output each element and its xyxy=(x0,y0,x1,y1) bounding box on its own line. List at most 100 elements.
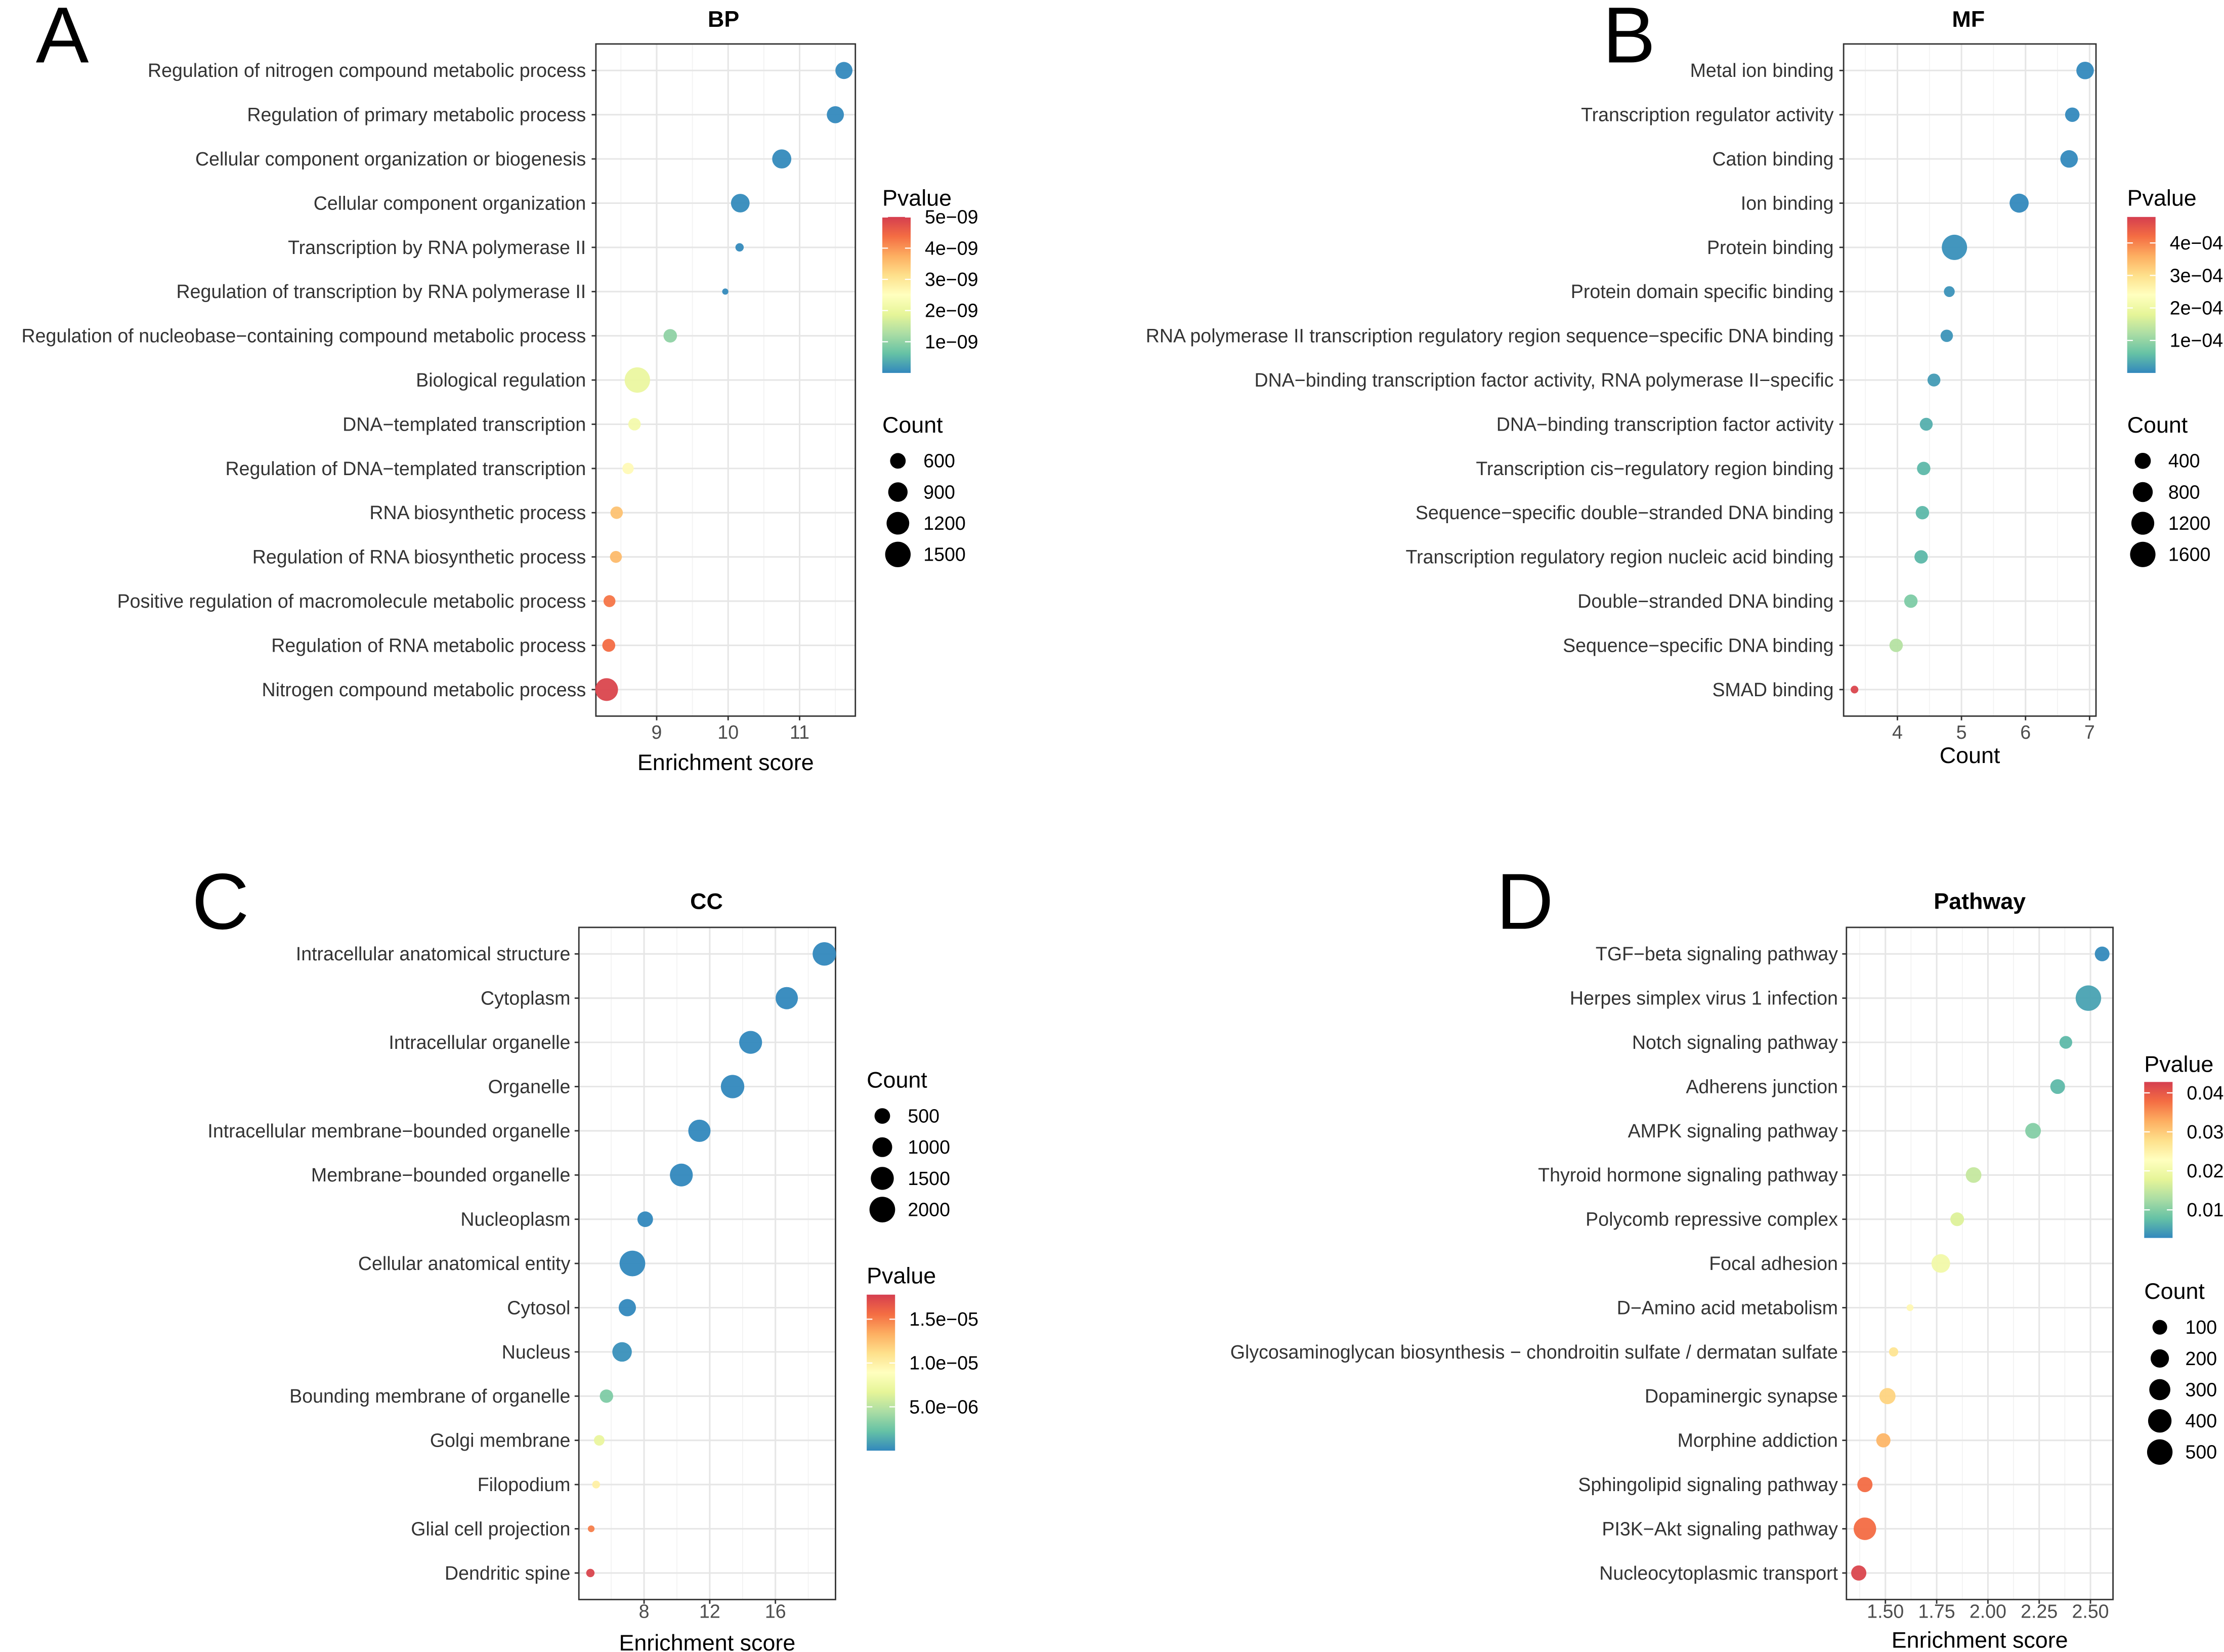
x-tick-label: 2.00 xyxy=(1970,1601,2006,1622)
data-point xyxy=(612,1342,632,1362)
data-point xyxy=(610,550,622,563)
x-axis-label: Enrichment score xyxy=(1892,1627,2068,1652)
data-point xyxy=(602,639,616,652)
x-tick-label: 2.25 xyxy=(2021,1601,2058,1622)
y-tick-label: Metal ion binding xyxy=(1690,60,1834,81)
count-legend-key xyxy=(2150,1349,2169,1368)
count-legend-key xyxy=(872,1137,892,1157)
count-legend-key xyxy=(2131,512,2155,535)
data-point xyxy=(1914,550,1928,564)
panel-border xyxy=(578,926,836,1600)
count-legend-key xyxy=(2130,541,2156,567)
x-tick-label: 10 xyxy=(717,722,739,743)
y-tick-label: Organelle xyxy=(488,1076,571,1097)
x-axis-label: Count xyxy=(1940,742,2000,768)
y-tick-label: Focal adhesion xyxy=(1709,1253,1838,1274)
data-point xyxy=(1940,329,1953,342)
data-point xyxy=(619,1250,646,1277)
y-tick-label: Sequence−specific double−stranded DNA bi… xyxy=(1416,502,1834,523)
y-tick-label: Morphine addiction xyxy=(1678,1430,1838,1451)
y-tick-label: Sequence−specific DNA binding xyxy=(1563,634,1833,656)
data-point xyxy=(1915,506,1930,520)
data-point xyxy=(1853,1517,1876,1540)
data-point xyxy=(688,1119,711,1142)
x-tick-label: 4 xyxy=(1892,722,1903,743)
y-tick-label: Nucleoplasm xyxy=(460,1209,570,1230)
data-point xyxy=(594,1435,605,1446)
pvalue-legend-label: 0.03 xyxy=(2187,1121,2223,1142)
data-point xyxy=(1944,286,1955,298)
y-tick-label: Filopodium xyxy=(478,1474,571,1495)
panel-title: MF xyxy=(1952,6,1985,32)
y-tick-label: Dopaminergic synapse xyxy=(1645,1385,1838,1407)
data-point xyxy=(1889,1347,1899,1357)
data-point xyxy=(2065,107,2080,122)
pvalue-legend-label: 3e−04 xyxy=(2170,265,2223,286)
pvalue-legend-label: 4e−04 xyxy=(2170,232,2223,253)
data-point xyxy=(1889,639,1903,652)
count-legend-label: 1200 xyxy=(2168,513,2211,534)
y-tick-label: Membrane−bounded organelle xyxy=(311,1164,570,1185)
y-tick-label: AMPK signaling pathway xyxy=(1628,1120,1838,1141)
x-tick-label: 16 xyxy=(765,1601,786,1622)
data-point xyxy=(610,506,623,519)
pvalue-colorbar xyxy=(867,1294,895,1451)
data-point xyxy=(835,62,853,79)
x-tick-label: 6 xyxy=(2020,722,2031,743)
count-legend-title: Count xyxy=(2144,1278,2205,1304)
data-point xyxy=(663,329,677,343)
pvalue-legend-label: 2e−09 xyxy=(925,300,978,321)
count-legend-label: 1500 xyxy=(908,1168,950,1189)
data-point xyxy=(1919,417,1933,431)
pvalue-legend-label: 5.0e−06 xyxy=(909,1396,978,1417)
data-point xyxy=(2009,193,2029,213)
x-axis-label: Enrichment score xyxy=(619,1630,795,1652)
y-tick-label: PI3K−Akt signaling pathway xyxy=(1602,1518,1838,1539)
count-legend-key xyxy=(885,541,911,568)
data-point xyxy=(731,194,750,213)
data-point xyxy=(622,462,634,475)
pvalue-legend-label: 4e−09 xyxy=(925,237,978,259)
count-legend-label: 100 xyxy=(2186,1317,2217,1338)
data-point xyxy=(1931,1254,1950,1273)
x-tick-label: 11 xyxy=(790,722,809,743)
data-point xyxy=(739,1031,762,1054)
x-tick-label: 5 xyxy=(1956,722,1967,743)
count-legend-label: 500 xyxy=(908,1106,939,1127)
count-legend-label: 400 xyxy=(2186,1410,2217,1431)
data-point xyxy=(1950,1212,1964,1226)
y-tick-label: Glycosaminoglycan biosynthesis − chondro… xyxy=(1230,1341,1838,1363)
pvalue-legend-label: 3e−09 xyxy=(925,269,978,290)
y-tick-label: RNA polymerase II transcription regulato… xyxy=(1146,325,1834,347)
pvalue-legend-title: Pvalue xyxy=(2127,185,2197,210)
y-tick-label: Herpes simplex virus 1 infection xyxy=(1570,988,1838,1009)
y-tick-label: TGF−beta signaling pathway xyxy=(1596,943,1838,964)
data-point xyxy=(2076,61,2094,79)
x-tick-label: 12 xyxy=(699,1601,720,1622)
data-point xyxy=(1917,461,1931,476)
data-point xyxy=(2050,1079,2065,1094)
count-legend-key xyxy=(2134,452,2151,469)
panel-d: D Pathway TGF−beta signaling pathway Herpes… xyxy=(1230,858,2224,1652)
count-legend-key xyxy=(890,453,906,469)
y-tick-label: Golgi membrane xyxy=(430,1430,571,1451)
count-legend-key xyxy=(888,482,908,502)
pvalue-legend-label: 5e−09 xyxy=(925,206,978,228)
count-legend-label: 1000 xyxy=(908,1136,950,1158)
count-legend-key xyxy=(871,1167,894,1190)
data-point xyxy=(586,1569,595,1578)
data-point xyxy=(624,367,650,393)
count-legend-title: Count xyxy=(882,412,943,438)
count-legend-key xyxy=(2149,1379,2170,1401)
count-legend-key xyxy=(2148,1409,2172,1433)
y-tick-label: Cation binding xyxy=(1712,148,1833,170)
data-point xyxy=(1904,594,1918,608)
count-legend-label: 300 xyxy=(2186,1379,2217,1400)
count-legend-label: 900 xyxy=(923,481,955,502)
panel-letter: B xyxy=(1603,0,1656,79)
pvalue-legend-label: 2e−04 xyxy=(2170,298,2223,319)
y-tick-label: Cytoplasm xyxy=(481,988,570,1009)
panel-title: Pathway xyxy=(1934,888,2026,914)
y-tick-label: Cellular anatomical entity xyxy=(358,1253,571,1274)
